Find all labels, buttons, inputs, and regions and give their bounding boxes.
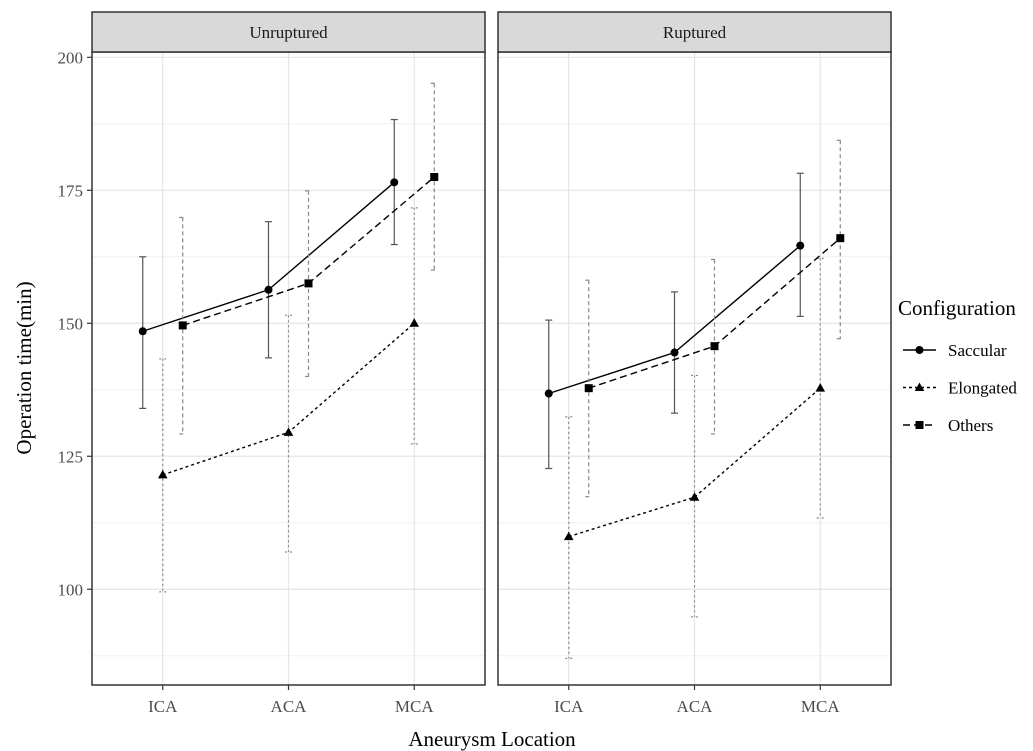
facet-panel-unruptured: Unruptured ICA ACA MCA — [91, 11, 486, 716]
legend-marker-circle — [915, 346, 924, 354]
data-point-triangle — [283, 427, 294, 436]
y-tick-label: 125 — [58, 447, 84, 466]
y-axis: 100 125 150 175 200 — [58, 48, 92, 599]
x-tick-label: ICA — [148, 697, 178, 716]
x-tick-label: MCA — [801, 697, 840, 716]
data-point-square — [178, 321, 187, 330]
series-elongated-ruptured — [563, 257, 826, 660]
data-point-circle — [390, 178, 399, 187]
legend-entry-saccular: Saccular — [903, 341, 1007, 360]
facet-label: Ruptured — [663, 23, 727, 42]
data-point-square — [584, 384, 593, 393]
legend-entry-others: Others — [903, 416, 993, 435]
legend-entry-elongated: Elongated — [903, 379, 1017, 398]
legend: Configuration Saccular Elongated Others — [898, 296, 1017, 435]
x-tick-label: MCA — [395, 697, 434, 716]
x-tick-label: ICA — [554, 697, 584, 716]
facet-strip — [91, 11, 486, 53]
legend-marker-triangle — [914, 382, 925, 391]
series-line — [568, 387, 821, 538]
facet-panel-ruptured: Ruptured ICA ACA MCA — [497, 11, 892, 716]
facet-strip — [497, 11, 892, 53]
facet-label: Unruptured — [249, 23, 328, 42]
data-point-square — [430, 173, 439, 182]
data-point-triangle — [409, 318, 420, 327]
series-saccular-ruptured — [544, 172, 805, 470]
legend-title: Configuration — [898, 296, 1016, 320]
data-point-square — [304, 279, 313, 288]
data-point-circle — [544, 389, 553, 398]
data-point-square — [710, 342, 719, 351]
y-tick-label: 175 — [58, 181, 84, 200]
facet-panels: Unruptured ICA ACA MCA Ruptured ICA ACA MCA — [91, 11, 892, 716]
data-point-circle — [264, 285, 273, 294]
series-saccular-unruptured — [138, 118, 399, 409]
series-others-unruptured — [178, 82, 439, 435]
data-point-circle — [670, 348, 679, 357]
data-point-triangle — [689, 492, 700, 501]
x-tick-label: ACA — [271, 697, 308, 716]
legend-label: Saccular — [948, 341, 1007, 360]
data-point-triangle — [815, 383, 826, 392]
x-tick-label: ACA — [677, 697, 714, 716]
data-point-triangle — [563, 531, 574, 541]
y-tick-label: 100 — [58, 580, 84, 599]
y-tick-label: 150 — [58, 314, 84, 333]
legend-label: Others — [948, 416, 993, 435]
data-point-circle — [796, 241, 805, 250]
y-tick-label: 200 — [58, 48, 84, 67]
y-axis-title: Operation time(min) — [12, 281, 36, 454]
x-axis-title: Aneurysm Location — [408, 727, 576, 751]
data-point-triangle — [157, 469, 168, 479]
legend-marker-square — [915, 421, 924, 429]
series-others-ruptured — [584, 139, 845, 498]
legend-label: Elongated — [948, 379, 1017, 398]
data-point-circle — [138, 327, 147, 336]
data-point-square — [836, 234, 845, 243]
series-elongated-unruptured — [157, 207, 420, 593]
